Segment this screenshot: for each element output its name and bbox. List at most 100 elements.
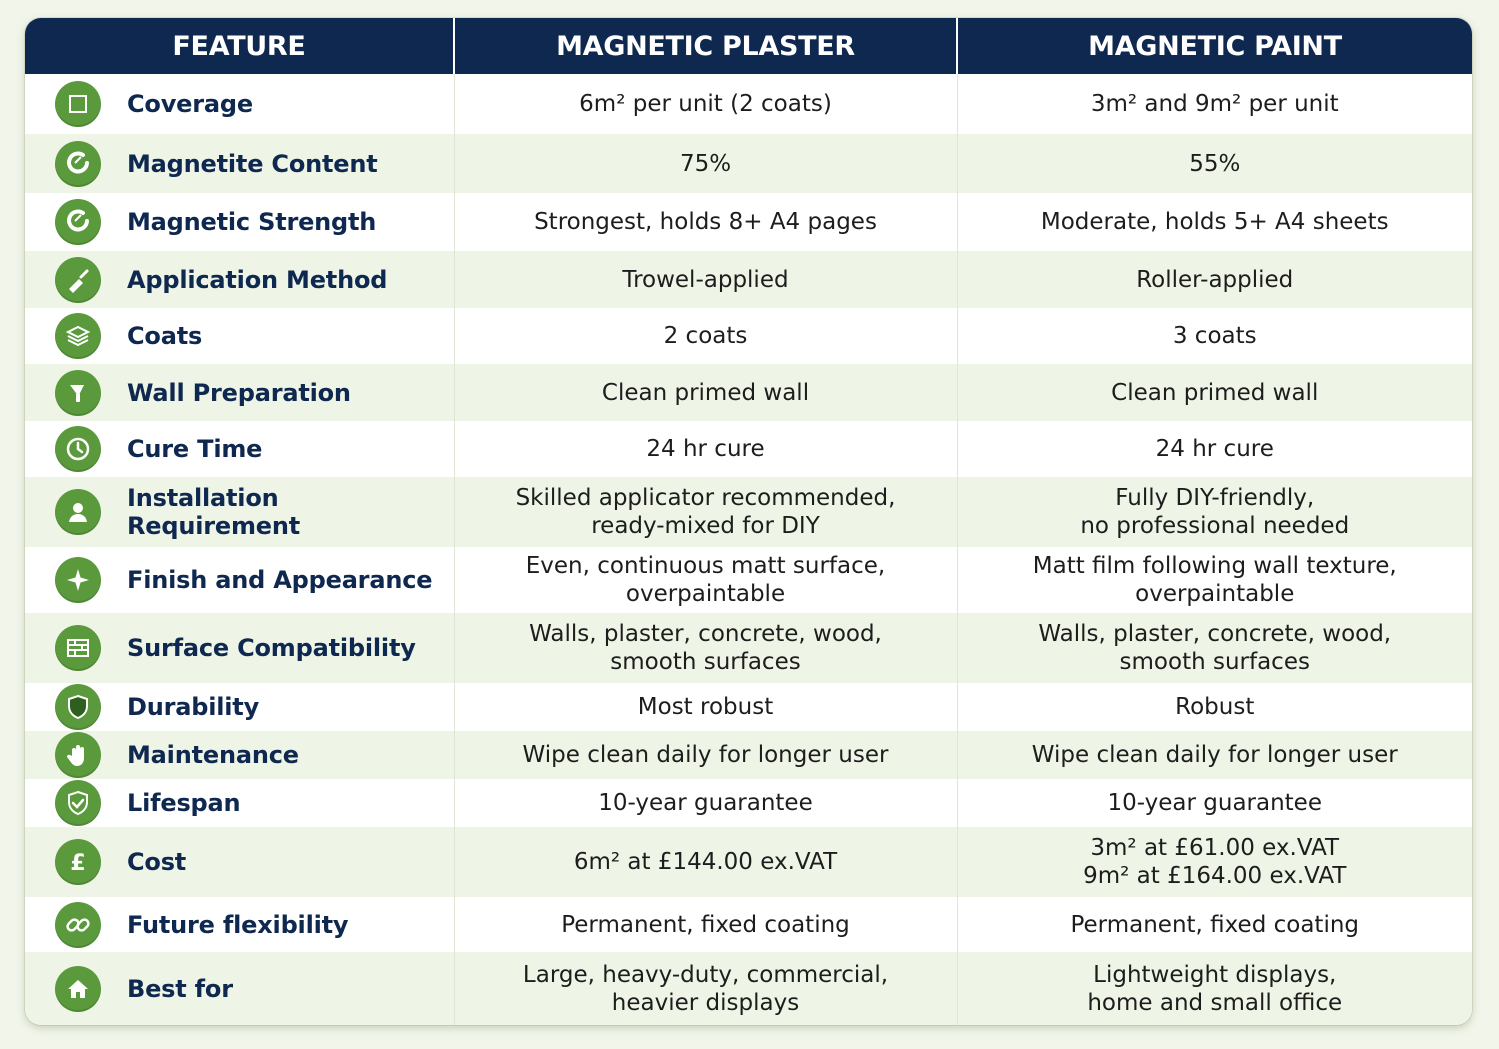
svg-text:£: £	[70, 851, 85, 876]
feature-label: Coats	[127, 322, 203, 350]
feature-label: Application Method	[127, 265, 388, 294]
feature-label: Magnetic Strength	[127, 208, 377, 236]
hand-wipe-icon	[55, 732, 101, 778]
feature-label: Lifespan	[127, 789, 241, 817]
plaster-value: Most robust	[453, 683, 957, 731]
paint-value: Clean primed wall	[956, 364, 1472, 421]
paint-value: Walls, plaster, concrete, wood, smooth s…	[956, 613, 1472, 683]
feature-cell: £ Cost	[25, 827, 454, 897]
comparison-table: FEATURE MAGNETIC PLASTER MAGNETIC PAINT …	[25, 18, 1472, 1025]
paint-value: 10-year guarantee	[956, 779, 1472, 827]
paint-value: Lightweight displays, home and small off…	[956, 952, 1472, 1025]
magnet-icon	[55, 140, 101, 187]
paint-value: Roller-applied	[956, 251, 1472, 308]
paint-value: Moderate, holds 5+ A4 sheets	[956, 193, 1472, 251]
feature-label: Coverage	[127, 90, 253, 118]
plaster-value: 6m² per unit (2 coats)	[453, 74, 957, 134]
plaster-value: 75%	[453, 134, 957, 193]
plaster-value: Permanent, fixed coating	[453, 897, 957, 952]
clock-icon	[55, 426, 101, 472]
paint-value: 3m² at £61.00 ex.VAT 9m² at £164.00 ex.V…	[956, 827, 1472, 897]
feature-cell: Cure Time	[25, 421, 454, 477]
table-row: Surface Compatibility Walls, plaster, con…	[25, 613, 1472, 683]
shield-check-icon	[55, 780, 101, 826]
trowel-icon	[55, 256, 101, 303]
table-row: Durability Most robust Robust	[25, 683, 1472, 731]
table-row: Installation Requirement Skilled applicat…	[25, 477, 1472, 547]
feature-cell: Lifespan	[25, 779, 454, 827]
table-row: Coats 2 coats 3 coats	[25, 308, 1472, 364]
plaster-value: Wipe clean daily for longer user	[453, 731, 957, 779]
magnet-icon	[55, 199, 101, 245]
table-row: Application Method Trowel-applied Roller-a…	[25, 251, 1472, 308]
feature-label: Future flexibility	[127, 910, 349, 939]
feature-label: Cure Time	[127, 435, 263, 463]
table-row: Best for Large, heavy-duty, commercial, h…	[25, 952, 1472, 1025]
plaster-value: Strongest, holds 8+ A4 pages	[453, 193, 957, 251]
table-row: £ Cost 6m² at £144.00 ex.VAT 3m² at £61.00 …	[25, 827, 1472, 897]
plaster-value: 6m² at £144.00 ex.VAT	[453, 827, 957, 897]
feature-cell: Maintenance	[25, 731, 454, 779]
header-paint: MAGNETIC PAINT	[956, 18, 1472, 74]
plaster-value: Large, heavy-duty, commercial, heavier d…	[453, 952, 957, 1025]
paint-value: 3m² and 9m² per unit	[956, 74, 1472, 134]
feature-cell: Durability	[25, 683, 454, 731]
table-row: Cure Time 24 hr cure 24 hr cure	[25, 421, 1472, 477]
plaster-value: Trowel-applied	[453, 251, 957, 308]
feature-label: Wall Preparation	[127, 378, 351, 407]
comparison-card: FEATURE MAGNETIC PLASTER MAGNETIC PAINT …	[25, 18, 1472, 1025]
header-plaster: MAGNETIC PLASTER	[453, 18, 957, 74]
sparkle-icon	[55, 557, 101, 603]
feature-cell: Coverage	[25, 74, 454, 134]
paint-value: 3 coats	[956, 308, 1472, 364]
link-icon	[55, 901, 101, 948]
table-row: Wall Preparation Clean primed wall Clean p…	[25, 364, 1472, 421]
feature-label: Installation Requirement	[127, 484, 301, 540]
paint-value: Robust	[956, 683, 1472, 731]
plaster-value: Skilled applicator recommended, ready-mi…	[453, 477, 957, 547]
feature-cell: Finish and Appearance	[25, 547, 454, 613]
feature-cell: Surface Compatibility	[25, 613, 454, 683]
feature-cell: Wall Preparation	[25, 364, 454, 421]
paint-brush-icon	[55, 369, 101, 416]
header-row: FEATURE MAGNETIC PLASTER MAGNETIC PAINT	[25, 18, 1472, 74]
table-row: Magnetic Strength Strongest, holds 8+ A4 …	[25, 193, 1472, 251]
pound-icon: £	[55, 839, 101, 885]
feature-label: Cost	[127, 848, 187, 876]
table-row: Coverage 6m² per unit (2 coats) 3m² and 9m…	[25, 74, 1472, 134]
plaster-value: 10-year guarantee	[453, 779, 957, 827]
paint-value: Permanent, fixed coating	[956, 897, 1472, 952]
feature-cell: Best for	[25, 952, 454, 1025]
plaster-value: Even, continuous matt surface, overpaint…	[453, 547, 957, 613]
brick-wall-icon	[55, 625, 101, 671]
feature-label: Finish and Appearance	[127, 566, 433, 594]
feature-label: Durability	[127, 693, 260, 721]
table-row: Finish and Appearance Even, continuous ma…	[25, 547, 1472, 613]
header-feature: FEATURE	[25, 18, 454, 74]
feature-cell: Installation Requirement	[25, 477, 454, 547]
plaster-value: 24 hr cure	[453, 421, 957, 477]
paint-value: Wipe clean daily for longer user	[956, 731, 1472, 779]
feature-label: Magnetite Content	[127, 149, 378, 178]
home-icon	[55, 965, 101, 1012]
shield-icon	[55, 684, 101, 730]
person-icon	[55, 489, 101, 535]
table-row: Lifespan 10-year guarantee 10-year guarant…	[25, 779, 1472, 827]
area-icon	[55, 81, 101, 127]
feature-label: Best for	[127, 974, 233, 1003]
paint-value: 24 hr cure	[956, 421, 1472, 477]
feature-cell: Application Method	[25, 251, 454, 308]
plaster-value: Walls, plaster, concrete, wood, smooth s…	[453, 613, 957, 683]
feature-cell: Magnetic Strength	[25, 193, 454, 251]
table-row: Maintenance Wipe clean daily for longer u…	[25, 731, 1472, 779]
feature-cell: Future flexibility	[25, 897, 454, 952]
paint-value: Matt film following wall texture, overpa…	[956, 547, 1472, 613]
feature-cell: Coats	[25, 308, 454, 364]
plaster-value: Clean primed wall	[453, 364, 957, 421]
paint-value: Fully DIY-friendly, no professional need…	[956, 477, 1472, 547]
plaster-value: 2 coats	[453, 308, 957, 364]
table-row: Future flexibility Permanent, fixed coati…	[25, 897, 1472, 952]
layers-icon	[55, 313, 101, 359]
feature-cell: Magnetite Content	[25, 134, 454, 193]
feature-label: Surface Compatibility	[127, 634, 416, 662]
